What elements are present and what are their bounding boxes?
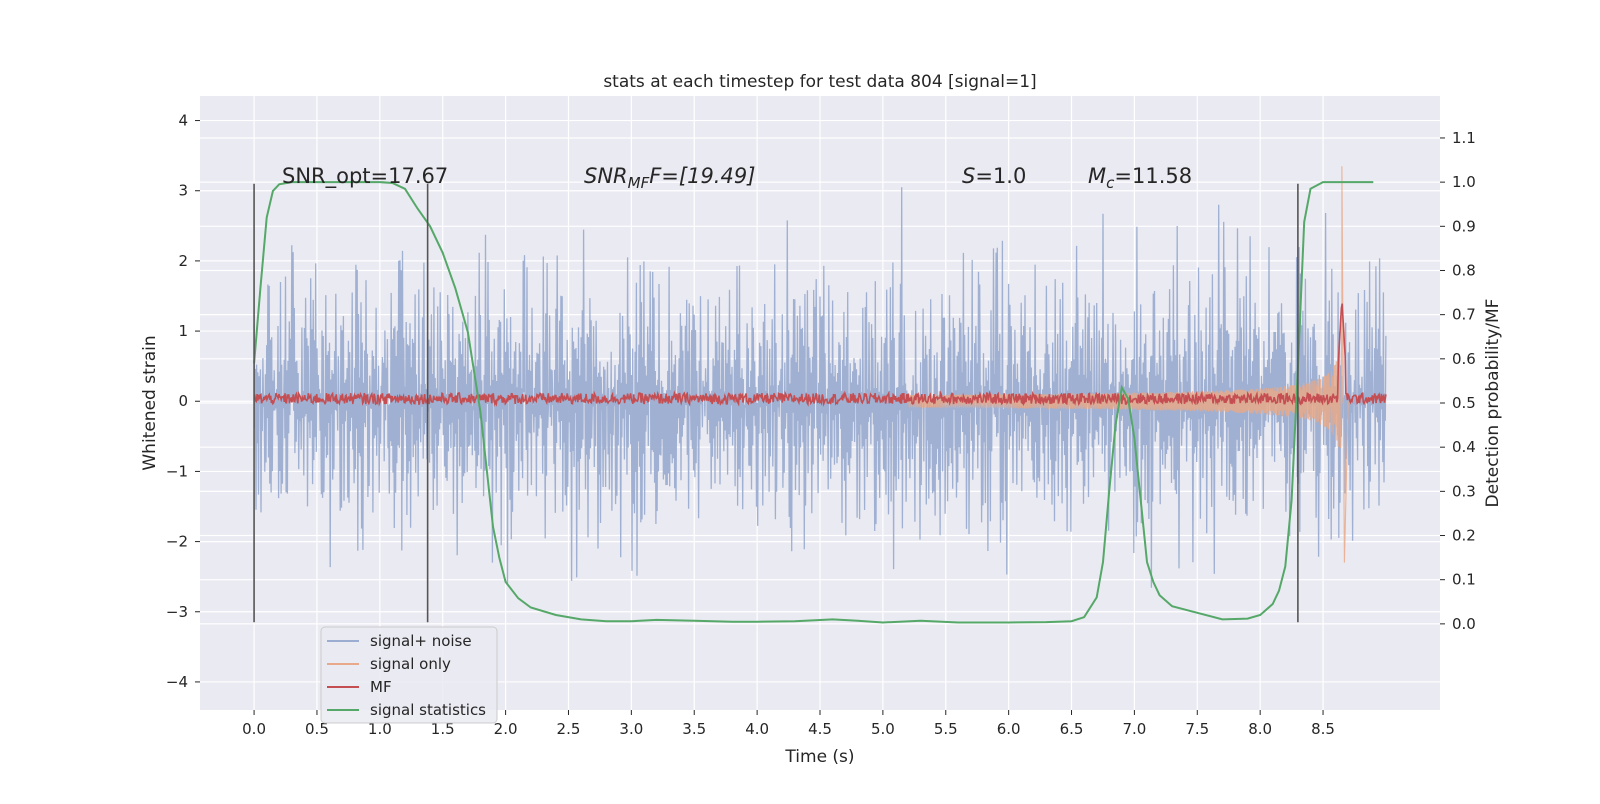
y-left-tick-label: 4 — [178, 112, 188, 130]
y-right-tick-label: 0.3 — [1452, 482, 1476, 500]
y-right-tick-label: 0.8 — [1452, 261, 1476, 279]
chart-title: stats at each timestep for test data 804… — [603, 72, 1036, 92]
x-tick-label: 8.0 — [1248, 720, 1272, 738]
y-right-tick-label: 1.1 — [1452, 129, 1476, 147]
x-tick-label: 1.0 — [368, 720, 392, 738]
y-right-tick-label: 0.1 — [1452, 571, 1476, 589]
x-tick-label: 3.5 — [682, 720, 706, 738]
y-left-tick-label: −2 — [166, 533, 188, 551]
x-tick-label: 0.5 — [305, 720, 329, 738]
y-left-tick-label: 3 — [178, 182, 188, 200]
x-axis-label: Time (s) — [784, 747, 854, 767]
x-tick-label: 4.5 — [808, 720, 832, 738]
y-right-tick-label: 1.0 — [1452, 173, 1476, 191]
y-right-tick-label: 0.9 — [1452, 217, 1476, 235]
series-signal-statistics — [253, 181, 1374, 624]
y-axis-left-label: Whitened strain — [140, 335, 160, 470]
legend: signal+ noise signal only MF signal stat… — [320, 626, 498, 724]
y-right-tick-label: 0.6 — [1452, 350, 1476, 368]
x-tick-label: 7.0 — [1122, 720, 1146, 738]
y-left-tick-label: 2 — [178, 252, 188, 270]
x-tick-label: 8.5 — [1311, 720, 1335, 738]
y-left-tick-label: −3 — [166, 603, 188, 621]
data-layer — [253, 166, 1387, 624]
y-left-tick-label: 0 — [178, 392, 188, 410]
x-tick-label: 6.5 — [1060, 720, 1084, 738]
y-left-tick-label: −1 — [166, 462, 188, 480]
x-tick-label: 0.0 — [242, 720, 266, 738]
y-axis-right-label: Detection probability/MF — [1483, 299, 1503, 508]
y-right-tick-label: 0.5 — [1452, 394, 1476, 412]
legend-label-signal-only: signal only — [370, 655, 451, 673]
y-right-tick-label: 0.0 — [1452, 615, 1476, 633]
y-right-tick-label: 0.4 — [1452, 438, 1476, 456]
legend-frame — [320, 626, 498, 724]
x-tick-label: 2.5 — [557, 720, 581, 738]
x-tick-label: 4.0 — [745, 720, 769, 738]
y-right-tick-label: 0.7 — [1452, 306, 1476, 324]
annotation-snr-mf: SNRMFF=[19.49] — [584, 164, 755, 192]
x-tick-label: 3.0 — [619, 720, 643, 738]
annotation-snr-opt: SNR_opt=17.67 — [282, 164, 448, 189]
x-tick-label: 6.0 — [997, 720, 1021, 738]
y-left-tick-label: −4 — [166, 673, 188, 691]
y-right-tick-label: 0.2 — [1452, 527, 1476, 545]
x-tick-label: 1.5 — [431, 720, 455, 738]
x-tick-label: 5.5 — [934, 720, 958, 738]
series-mf — [253, 303, 1387, 408]
legend-label-signal-noise: signal+ noise — [370, 632, 472, 650]
ticks: 0.0 0.5 1.0 1.5 2.0 2.5 3.0 3.5 4.0 4.5 5.0 5.5 6.0 6… — [166, 112, 1476, 738]
annotation-s: S=1.0 — [962, 164, 1026, 188]
y-left-tick-label: 1 — [178, 322, 188, 340]
x-tick-label: 7.5 — [1185, 720, 1209, 738]
legend-label-mf: MF — [370, 678, 392, 696]
x-tick-label: 5.0 — [871, 720, 895, 738]
x-tick-label: 2.0 — [494, 720, 518, 738]
legend-label-signal-statistics: signal statistics — [370, 701, 486, 719]
annotation-mc: Mc=11.58 — [1088, 164, 1192, 192]
